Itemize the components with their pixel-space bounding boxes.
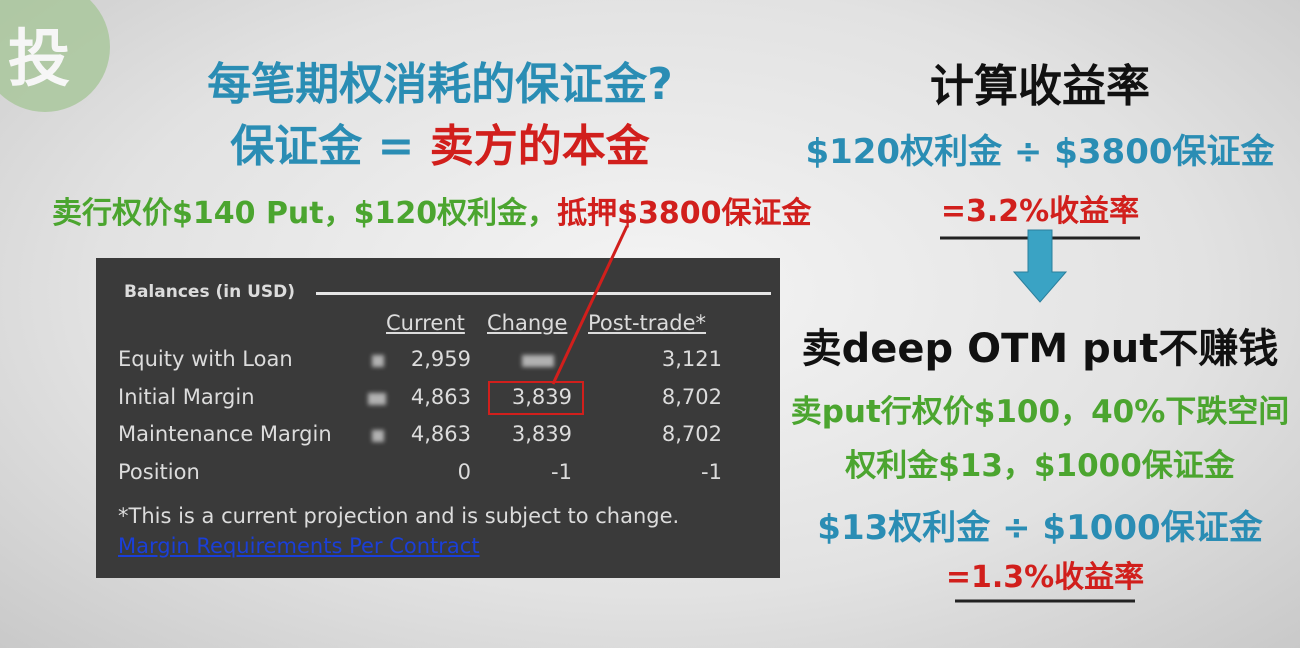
formula: $120权利金 ÷ $3800保证金 [805, 132, 1275, 172]
title-rule [316, 292, 771, 295]
title-prefix: 保证金 = [230, 121, 430, 172]
formula: $13权利金 ÷ $1000保证金 [817, 508, 1263, 548]
link[interactable]: Margin Requirements Per Contract [118, 534, 480, 558]
row-label: Initial Margin [118, 384, 255, 409]
redacted-value [372, 430, 384, 442]
cell-value: 8,702 [661, 422, 722, 446]
cell-value: 4,863 [410, 384, 471, 409]
example-red: 抵押$3800保证金 [557, 196, 812, 231]
title-highlight: 卖方的本金 [429, 121, 650, 172]
title-line1: 每笔期权消耗的保证金? [207, 59, 673, 110]
table-title: Balances (in USD) [124, 282, 296, 302]
row-label: Maintenance Margin [118, 422, 332, 446]
cell-value: 0 [457, 459, 471, 484]
detail-line: 权利金$13，$1000保证金 [845, 448, 1235, 484]
row-label: Equity with Loan [118, 347, 293, 371]
cell-value: 8,702 [661, 384, 722, 409]
title-line2: 保证金 = 卖方的本金 [160, 110, 720, 174]
cell-value: 3,121 [661, 347, 722, 371]
cell-value: 3,839 [511, 422, 572, 446]
column-header: Current [386, 311, 465, 335]
result: =3.2%收益率 [940, 194, 1140, 229]
column-header: Change [487, 311, 568, 335]
redacted-value [522, 355, 554, 367]
detail-line: 卖put行权价$100，40%下跌空间 [790, 394, 1290, 430]
result: =1.3%收益率 [945, 560, 1145, 595]
example-green: 卖行权价$140 Put，$120权利金， [52, 196, 558, 231]
right-heading: 计算收益率 [930, 61, 1150, 112]
row-label: Position [118, 459, 200, 484]
cell-value: -1 [551, 459, 572, 484]
redacted-value [372, 355, 384, 367]
conclusion: 卖deep OTM put不赚钱 [801, 326, 1279, 372]
down-arrow [1012, 229, 1068, 303]
cell-value: 2,959 [410, 347, 471, 371]
logo: 投 [0, 0, 110, 112]
example-line: 卖行权价$140 Put，$120权利金，抵押$3800保证金 [52, 188, 812, 232]
cell-value: 4,863 [410, 422, 471, 446]
balances-table: Balances (in USD) Current Change Post-trad… [96, 258, 780, 578]
cell-value: 3,839 [511, 384, 572, 409]
logo-text: 投 [8, 22, 71, 95]
footnote: *This is a current projection and is sub… [118, 504, 680, 528]
redacted-value [368, 392, 386, 405]
column-header: Post-trade* [588, 311, 707, 335]
cell-value: -1 [701, 459, 722, 484]
